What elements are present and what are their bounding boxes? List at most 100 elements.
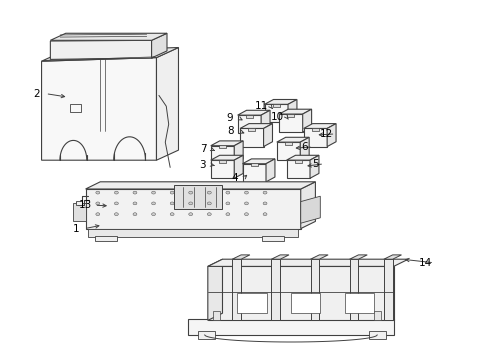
- Polygon shape: [41, 48, 178, 61]
- Circle shape: [188, 202, 192, 205]
- Polygon shape: [373, 311, 381, 320]
- Circle shape: [96, 202, 100, 205]
- Polygon shape: [294, 159, 301, 163]
- Circle shape: [133, 213, 137, 216]
- Circle shape: [133, 191, 137, 194]
- Text: 11: 11: [254, 101, 268, 111]
- Circle shape: [170, 213, 174, 216]
- Polygon shape: [210, 155, 243, 160]
- Polygon shape: [245, 114, 252, 118]
- Polygon shape: [237, 115, 261, 133]
- Polygon shape: [272, 104, 279, 107]
- Text: 13: 13: [79, 200, 92, 210]
- Circle shape: [225, 202, 229, 205]
- Polygon shape: [287, 99, 296, 122]
- Polygon shape: [207, 259, 222, 320]
- Text: 7: 7: [199, 144, 206, 154]
- Polygon shape: [265, 159, 274, 182]
- Polygon shape: [264, 104, 287, 122]
- Polygon shape: [349, 255, 366, 259]
- Polygon shape: [264, 99, 296, 104]
- Circle shape: [151, 191, 155, 194]
- Text: 12: 12: [319, 129, 333, 139]
- Circle shape: [225, 213, 229, 216]
- Polygon shape: [212, 311, 220, 320]
- Polygon shape: [286, 155, 318, 160]
- Polygon shape: [88, 229, 298, 237]
- Circle shape: [114, 202, 118, 205]
- Circle shape: [263, 213, 266, 216]
- Polygon shape: [279, 114, 302, 132]
- Polygon shape: [207, 259, 407, 266]
- Polygon shape: [303, 129, 326, 147]
- Circle shape: [151, 213, 155, 216]
- Polygon shape: [210, 146, 234, 164]
- Circle shape: [133, 202, 137, 205]
- Polygon shape: [286, 160, 309, 178]
- Polygon shape: [311, 128, 318, 131]
- Polygon shape: [310, 259, 319, 320]
- Circle shape: [170, 191, 174, 194]
- Circle shape: [244, 191, 248, 194]
- Text: 3: 3: [199, 160, 206, 170]
- Polygon shape: [73, 203, 85, 221]
- Polygon shape: [276, 137, 308, 142]
- Polygon shape: [383, 259, 392, 320]
- Polygon shape: [237, 293, 266, 313]
- Circle shape: [207, 213, 211, 216]
- Text: 8: 8: [227, 126, 234, 136]
- Circle shape: [207, 202, 211, 205]
- Polygon shape: [50, 40, 151, 59]
- Polygon shape: [349, 259, 358, 320]
- Text: 1: 1: [72, 224, 79, 234]
- Polygon shape: [368, 331, 386, 339]
- Circle shape: [170, 202, 174, 205]
- Circle shape: [96, 191, 100, 194]
- Polygon shape: [240, 129, 263, 147]
- Text: 5: 5: [311, 159, 318, 169]
- Polygon shape: [261, 236, 283, 241]
- Polygon shape: [50, 33, 166, 40]
- Polygon shape: [300, 137, 308, 160]
- Text: 2: 2: [33, 89, 40, 99]
- Polygon shape: [85, 189, 300, 229]
- Polygon shape: [41, 58, 156, 160]
- Polygon shape: [300, 196, 320, 223]
- Polygon shape: [261, 110, 269, 133]
- Polygon shape: [271, 255, 288, 259]
- Polygon shape: [242, 164, 265, 182]
- Polygon shape: [210, 160, 234, 178]
- Polygon shape: [287, 113, 294, 117]
- Polygon shape: [219, 145, 225, 148]
- Circle shape: [207, 191, 211, 194]
- Polygon shape: [300, 182, 315, 229]
- Circle shape: [244, 213, 248, 216]
- Circle shape: [263, 202, 266, 205]
- Polygon shape: [271, 259, 280, 320]
- Polygon shape: [232, 255, 249, 259]
- Text: 10: 10: [271, 112, 284, 122]
- Circle shape: [263, 191, 266, 194]
- Circle shape: [96, 213, 100, 216]
- Polygon shape: [151, 33, 166, 58]
- Circle shape: [188, 191, 192, 194]
- Polygon shape: [242, 159, 274, 164]
- Polygon shape: [237, 110, 269, 115]
- Polygon shape: [263, 123, 272, 147]
- Polygon shape: [344, 293, 373, 313]
- Text: 9: 9: [226, 113, 233, 123]
- Polygon shape: [309, 155, 318, 178]
- Polygon shape: [302, 109, 311, 132]
- Polygon shape: [234, 155, 243, 178]
- Circle shape: [244, 202, 248, 205]
- Circle shape: [225, 191, 229, 194]
- Circle shape: [114, 191, 118, 194]
- Polygon shape: [303, 123, 335, 129]
- Polygon shape: [85, 182, 315, 189]
- Polygon shape: [234, 141, 243, 164]
- Polygon shape: [76, 201, 81, 205]
- Polygon shape: [219, 159, 225, 163]
- Circle shape: [151, 202, 155, 205]
- Polygon shape: [173, 185, 222, 209]
- Polygon shape: [383, 255, 401, 259]
